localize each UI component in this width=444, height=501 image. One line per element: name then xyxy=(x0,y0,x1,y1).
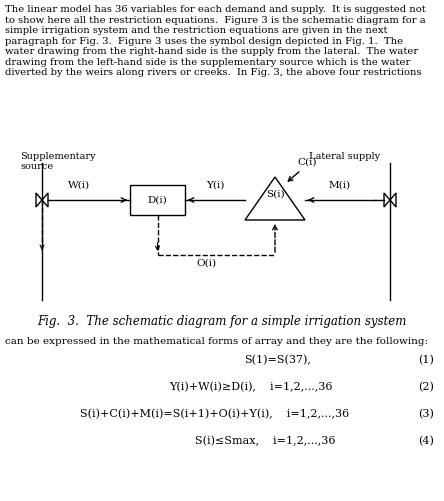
Text: Lateral supply: Lateral supply xyxy=(309,152,380,161)
Text: diverted by the weirs along rivers or creeks.  In Fig. 3, the above four restric: diverted by the weirs along rivers or cr… xyxy=(5,68,421,77)
Text: The linear model has 36 variables for each demand and supply.  It is suggested n: The linear model has 36 variables for ea… xyxy=(5,5,426,14)
Text: Y(i): Y(i) xyxy=(206,181,224,190)
Text: M(i): M(i) xyxy=(329,181,351,190)
Text: water drawing from the right-hand side is the supply from the lateral.  The wate: water drawing from the right-hand side i… xyxy=(5,47,418,56)
Text: C(i): C(i) xyxy=(297,158,317,167)
Text: paragraph for Fig. 3.  Figure 3 uses the symbol design depicted in Fig. 1.  The: paragraph for Fig. 3. Figure 3 uses the … xyxy=(5,37,403,46)
Text: to show here all the restriction equations.  Figure 3 is the schematic diagram f: to show here all the restriction equatio… xyxy=(5,16,426,25)
Text: S(i)+C(i)+M(i)=S(i+1)+O(i)+Y(i),    i=1,2,...,36: S(i)+C(i)+M(i)=S(i+1)+O(i)+Y(i), i=1,2,.… xyxy=(80,409,349,419)
Text: (2): (2) xyxy=(418,382,434,392)
Text: Supplementary
source: Supplementary source xyxy=(20,152,95,171)
Text: Fig.  3.  The schematic diagram for a simple irrigation system: Fig. 3. The schematic diagram for a simp… xyxy=(37,315,407,328)
Text: (1): (1) xyxy=(418,355,434,365)
Text: drawing from the left-hand side is the supplementary source which is the water: drawing from the left-hand side is the s… xyxy=(5,58,410,67)
Text: O(i): O(i) xyxy=(196,259,216,268)
Text: (4): (4) xyxy=(418,436,434,446)
Text: S(i)≤Smax,    i=1,2,...,36: S(i)≤Smax, i=1,2,...,36 xyxy=(195,436,336,446)
Text: (3): (3) xyxy=(418,409,434,419)
Text: simple irrigation system and the restriction equations are given in the next: simple irrigation system and the restric… xyxy=(5,26,388,35)
Text: W(i): W(i) xyxy=(68,181,90,190)
Text: can be expressed in the mathematical forms of array and they are the following:: can be expressed in the mathematical for… xyxy=(5,337,428,346)
FancyBboxPatch shape xyxy=(130,185,185,215)
Text: D(i): D(i) xyxy=(147,195,167,204)
Text: S(i): S(i) xyxy=(266,189,284,198)
Text: S(1)=S(37),: S(1)=S(37), xyxy=(244,355,311,365)
Text: Y(i)+W(i)≥D(i),    i=1,2,...,36: Y(i)+W(i)≥D(i), i=1,2,...,36 xyxy=(169,382,332,392)
